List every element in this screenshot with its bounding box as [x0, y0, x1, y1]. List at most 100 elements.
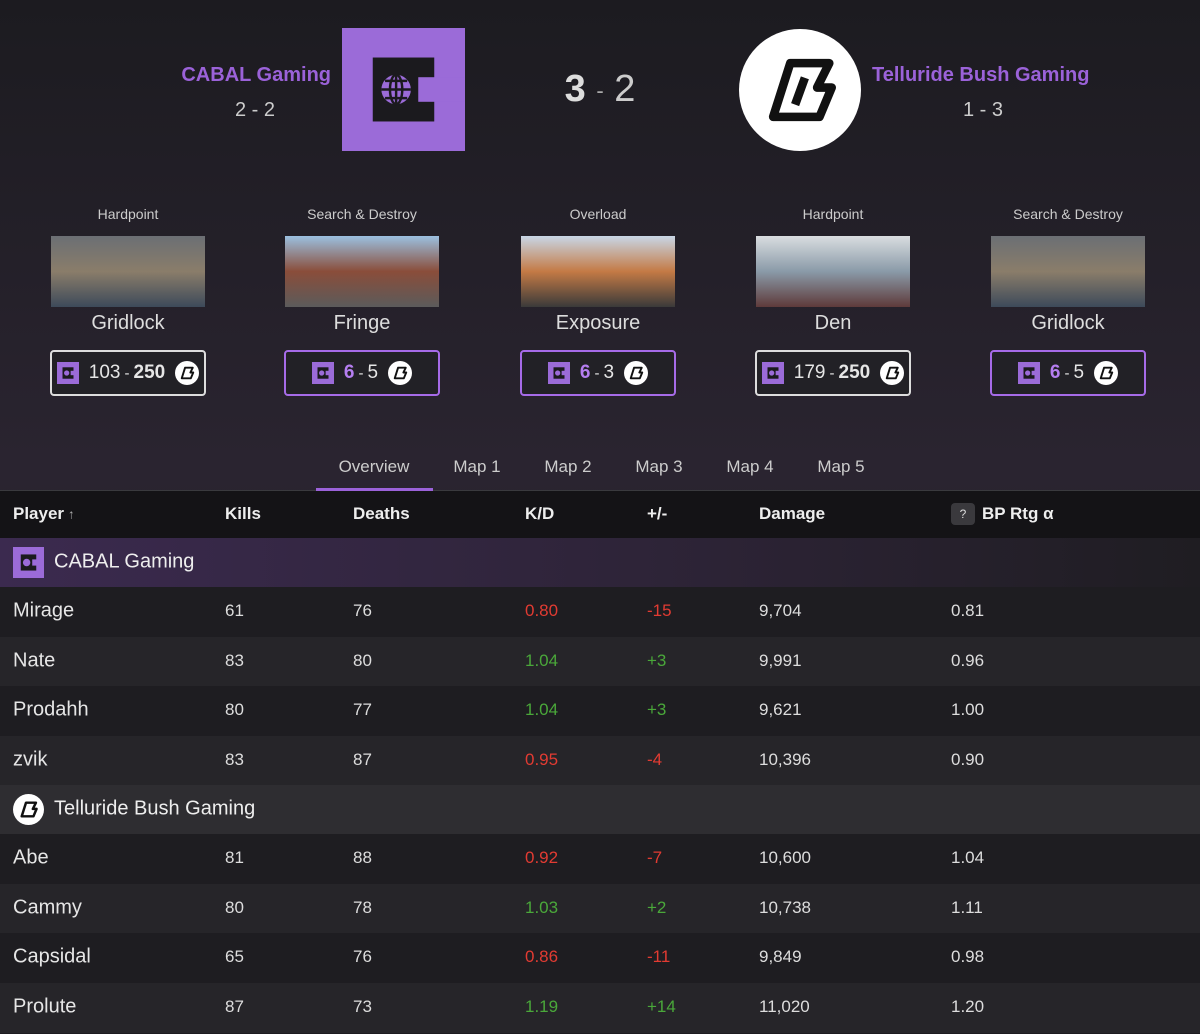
stat-cell: 87	[353, 749, 372, 769]
team-name: CABAL Gaming	[54, 550, 195, 573]
map-score-box[interactable]: 6-3	[520, 350, 676, 396]
map-score-team2: 5	[1073, 362, 1085, 383]
team1-record: 2 - 2	[234, 99, 276, 121]
stat-cell: 9,849	[759, 947, 802, 966]
help-badge[interactable]: ?	[951, 503, 975, 525]
stat-cell: 0.98	[951, 947, 985, 966]
stat-cell: 1.04	[951, 848, 985, 867]
player-name: Mirage	[13, 599, 75, 622]
stat-cell: +2	[647, 897, 667, 917]
stat-cell: 61	[225, 601, 244, 620]
stat-cell: +14	[647, 996, 676, 1016]
player-name: Prodahh	[13, 698, 89, 721]
map-score-team1: 103	[88, 362, 121, 383]
map-score-team2: 250	[133, 362, 166, 383]
team-icon	[13, 794, 44, 825]
tab[interactable]: Map 3	[635, 457, 683, 476]
map-score-team1: 6	[579, 362, 591, 383]
match-score: 3 - 2	[565, 68, 636, 111]
player-name: Nate	[13, 649, 56, 671]
map-name: Gridlock	[1031, 312, 1105, 334]
tab[interactable]: Map 4	[726, 457, 774, 476]
column-header[interactable]: Deaths	[353, 504, 410, 523]
stat-cell: 73	[353, 996, 372, 1016]
tbg-icon	[624, 361, 649, 385]
stat-cell: 0.80	[525, 601, 559, 620]
player-name: Cammy	[13, 896, 82, 918]
team-icon	[13, 547, 44, 578]
cabal-icon	[547, 362, 570, 384]
map-score-box[interactable]: 179-250	[755, 350, 911, 396]
map-mode: Hardpoint	[802, 206, 864, 222]
stat-cell: 1.20	[951, 996, 985, 1016]
stat-cell: 0.86	[525, 947, 559, 966]
map-image	[51, 236, 205, 307]
stat-cell: 9,991	[759, 650, 802, 670]
stat-cell: 10,738	[759, 897, 811, 917]
player-name: zvik	[13, 748, 48, 770]
player-name: Abe	[13, 846, 49, 869]
column-header[interactable]: Player	[13, 504, 65, 523]
tab[interactable]: Map 5	[817, 457, 865, 476]
stat-cell: +3	[647, 650, 667, 670]
column-header[interactable]: Kills	[225, 504, 261, 523]
stat-cell: 76	[353, 947, 372, 966]
map-score-separator: -	[124, 364, 130, 382]
tbg-icon	[13, 794, 44, 825]
stat-cell: 80	[225, 700, 244, 719]
map-score-separator: -	[358, 364, 364, 382]
stat-cell: 78	[353, 897, 372, 917]
column-header[interactable]: Damage	[759, 504, 826, 523]
player-row: zvik 83 87 0.95 -4 10,396 0.90	[0, 735, 1200, 786]
player-name: Prolute	[13, 995, 77, 1017]
team2-name: Telluride Bush Gaming	[872, 64, 1090, 86]
cabal-icon	[311, 362, 334, 384]
team2-score: 2	[614, 68, 636, 110]
map-name: Exposure	[555, 312, 641, 334]
map-score-separator: -	[829, 364, 835, 382]
tab[interactable]: Map 2	[544, 457, 592, 476]
map-score-team2: 3	[603, 362, 615, 383]
stat-cell: 80	[353, 650, 372, 670]
team1-name: CABAL Gaming	[181, 64, 331, 86]
map-image	[521, 236, 675, 307]
tbg-icon	[175, 361, 200, 385]
map-score-team2: 5	[367, 362, 379, 383]
map-score-separator: -	[1064, 364, 1070, 382]
player-name: Capsidal	[13, 945, 91, 968]
player-row: Cammy 80 78 1.03 +2 10,738 1.11	[0, 883, 1200, 934]
stat-cell: 10,396	[759, 749, 811, 769]
stat-cell: -7	[647, 848, 663, 867]
stat-cell: 0.90	[951, 749, 985, 769]
team1-score: 3	[564, 68, 586, 110]
stat-cell: 87	[225, 996, 244, 1016]
column-header[interactable]: BP Rtg α	[982, 504, 1054, 523]
map-image	[991, 236, 1145, 307]
team-row: CABAL Gaming	[0, 538, 1200, 587]
stat-cell: 77	[353, 700, 372, 719]
tab-active-underline	[316, 488, 433, 491]
map-mode: Overload	[569, 206, 627, 222]
tab[interactable]: Overview	[338, 457, 410, 476]
map-score-box[interactable]: 6-5	[284, 350, 440, 396]
team2-record: 1 - 3	[962, 99, 1004, 121]
stat-cell: 0.96	[951, 650, 985, 670]
stat-cell: 1.11	[951, 897, 983, 917]
map-score-box[interactable]: 6-5	[990, 350, 1146, 396]
tab[interactable]: Map 1	[453, 457, 501, 476]
stat-cell: 1.03	[525, 897, 559, 917]
column-header[interactable]: K/D	[525, 504, 555, 523]
column-header[interactable]: +/-	[647, 504, 668, 523]
map-image	[285, 236, 439, 307]
stat-cell: 9,621	[759, 700, 802, 719]
team-name: Telluride Bush Gaming	[54, 797, 256, 820]
score-separator: -	[596, 77, 604, 103]
stat-cell: 0.95	[525, 749, 559, 769]
map-mode: Hardpoint	[97, 206, 159, 222]
stat-cell: 1.04	[525, 650, 559, 670]
map-score-box[interactable]: 103-250	[50, 350, 206, 396]
map-name: Fringe	[333, 312, 391, 334]
player-row: Prodahh 80 77 1.04 +3 9,621 1.00	[0, 686, 1200, 736]
map-score-separator: -	[594, 364, 600, 382]
